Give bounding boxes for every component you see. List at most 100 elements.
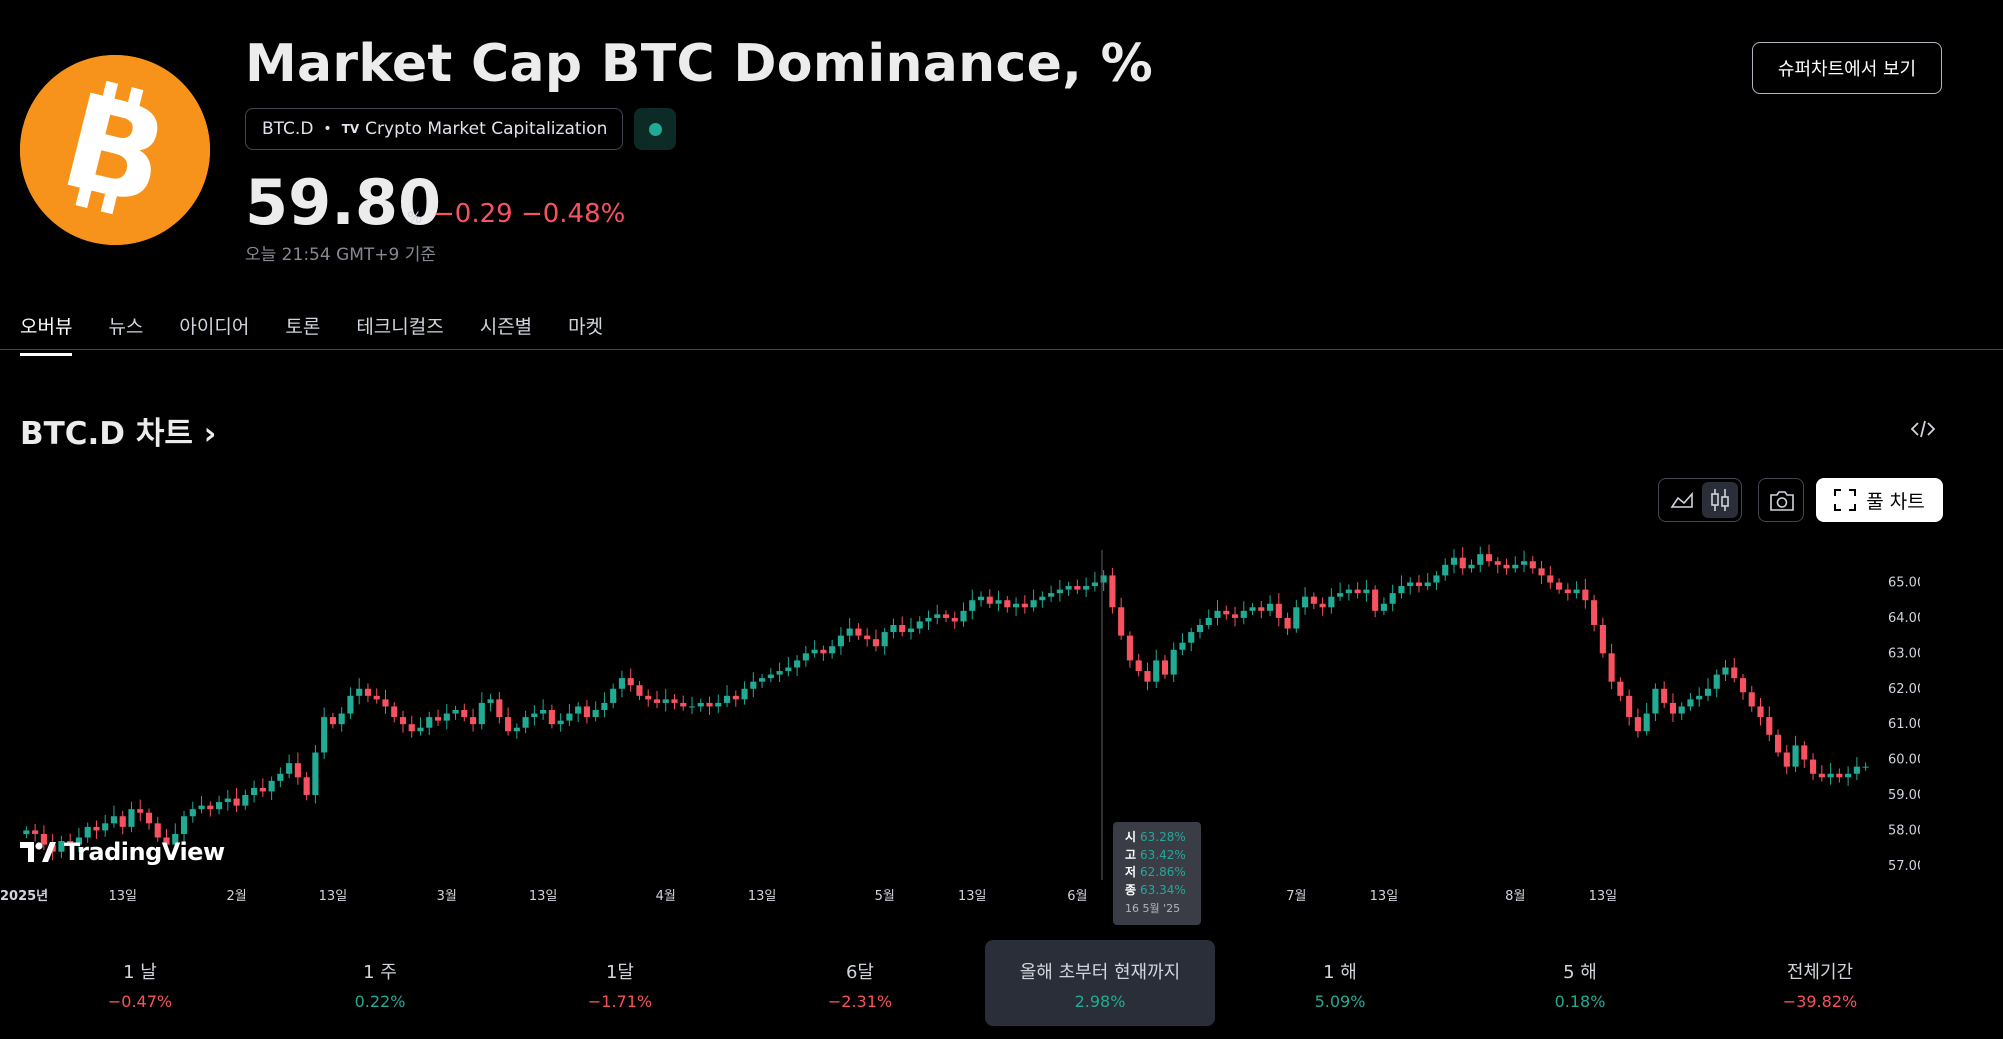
candle: [1591, 600, 1598, 625]
tab-bar: 오버뷰 뉴스 아이디어 토론 테크니컬즈 시즌별 마켓: [20, 312, 639, 356]
candle: [1266, 603, 1274, 611]
candle: [610, 688, 617, 703]
period-item[interactable]: 1 주 0.22%: [265, 940, 495, 1026]
candle: [1231, 614, 1239, 618]
tradingview-logo: TradingView: [20, 838, 225, 866]
candle: [1748, 692, 1755, 707]
period-item[interactable]: 1 날 −0.47%: [25, 940, 255, 1026]
candle: [1372, 589, 1379, 611]
candles-icon: [1711, 489, 1729, 511]
candle: [1774, 734, 1782, 753]
tab-news[interactable]: 뉴스: [108, 316, 144, 338]
candle: [1661, 688, 1668, 703]
candle: [294, 763, 301, 778]
candle: [1792, 745, 1799, 767]
period-item[interactable]: 5 해 0.18%: [1465, 940, 1695, 1026]
candle: [1827, 773, 1834, 778]
candle: [1468, 564, 1475, 569]
candle: [1608, 653, 1615, 682]
y-axis-label: 61.00%: [1888, 717, 1920, 732]
candle: [1293, 607, 1300, 629]
candle: [251, 787, 258, 795]
candle: [1214, 610, 1221, 618]
chart-section-title[interactable]: BTC.D 차트 ›: [20, 408, 216, 453]
candle: [1529, 561, 1536, 569]
tab-technicals[interactable]: 테크니컬즈: [356, 316, 444, 338]
chevron-right-icon: ›: [203, 416, 217, 452]
tooltip-open-row: 시 63.28%: [1125, 828, 1201, 846]
candle: [233, 798, 240, 806]
candle: [452, 710, 459, 714]
x-axis-label: 13일: [958, 889, 987, 904]
candle: [741, 688, 748, 700]
period-label: 올해 초부터 현재까지: [1019, 962, 1181, 983]
candle-chart-style-button[interactable]: [1702, 482, 1738, 518]
low-key: 저: [1125, 865, 1137, 879]
x-axis-label: 13일: [748, 889, 777, 904]
candle: [951, 617, 958, 622]
symbol-pill[interactable]: BTC.D • TV Crypto Market Capitalization: [245, 108, 623, 150]
candle: [461, 710, 468, 718]
page-title: Market Cap BTC Dominance, %: [245, 34, 1154, 94]
x-axis-label: 4월: [656, 889, 676, 904]
candle: [1056, 589, 1063, 594]
candle: [1643, 713, 1650, 732]
tooltip-high-row: 고 63.42%: [1125, 846, 1201, 864]
candle: [592, 710, 599, 718]
candle: [1477, 554, 1484, 565]
candle: [137, 809, 144, 813]
full-chart-button[interactable]: 풀 차트: [1816, 478, 1943, 522]
x-axis-label: 3월: [437, 889, 457, 904]
close-key: 종: [1125, 882, 1137, 897]
candle: [1757, 706, 1764, 718]
screenshot-button[interactable]: [1758, 478, 1804, 522]
candle: [531, 713, 538, 718]
period-item[interactable]: 1 해 5.09%: [1225, 940, 1455, 1026]
tab-discussion[interactable]: 토론: [285, 316, 321, 338]
candle: [1091, 582, 1098, 587]
period-item[interactable]: 전체기간 −39.82%: [1705, 940, 1935, 1026]
period-item[interactable]: 6달 −2.31%: [745, 940, 975, 1026]
y-axis-label: 60.00%: [1888, 753, 1920, 768]
tab-overview[interactable]: 오버뷰: [20, 312, 73, 356]
candle: [426, 717, 433, 728]
candle: [224, 798, 231, 803]
price-unit: %: [407, 208, 423, 227]
fullscreen-icon: [1834, 489, 1857, 511]
candle: [1135, 660, 1142, 672]
view-in-superchart-button[interactable]: 슈퍼차트에서 보기: [1752, 42, 1942, 94]
area-chart-style-button[interactable]: [1664, 482, 1700, 518]
period-item[interactable]: 1달 −1.71%: [505, 940, 735, 1026]
candle: [434, 717, 442, 721]
period-label: 1 해: [1323, 962, 1357, 983]
period-label: 1 날: [123, 962, 157, 983]
period-value: −0.47%: [107, 992, 173, 1011]
y-axis-label: 57.00%: [1888, 859, 1920, 874]
market-status-indicator[interactable]: [634, 108, 676, 150]
candle: [1179, 642, 1186, 650]
candle: [391, 706, 398, 718]
area-chart-icon: [1670, 491, 1693, 508]
candle: [382, 699, 389, 707]
candle: [1766, 717, 1773, 735]
candle: [1547, 575, 1554, 583]
period-value: 0.18%: [1554, 992, 1606, 1011]
candle: [1687, 699, 1694, 707]
bitcoin-icon: B: [20, 55, 210, 245]
embed-code-icon[interactable]: [1908, 414, 1938, 444]
candle: [1345, 589, 1352, 594]
candle: [566, 713, 573, 721]
candle: [505, 717, 512, 732]
candle: [1801, 745, 1808, 760]
candle: [1144, 671, 1151, 682]
period-item[interactable]: 올해 초부터 현재까지 2.98%: [985, 940, 1215, 1026]
tab-ideas[interactable]: 아이디어: [179, 316, 250, 338]
candle: [1678, 706, 1685, 714]
candle: [1722, 667, 1729, 675]
x-axis-label: 8월: [1505, 889, 1525, 904]
price-chart[interactable]: 65.00% 64.00% 63.00% 62.00% 61.00% 60.00% 59.0…: [0, 540, 1920, 920]
candle: [583, 706, 590, 718]
tab-seasonals[interactable]: 시즌별: [479, 316, 533, 338]
candle: [1118, 607, 1125, 636]
tab-markets[interactable]: 마켓: [568, 316, 604, 338]
